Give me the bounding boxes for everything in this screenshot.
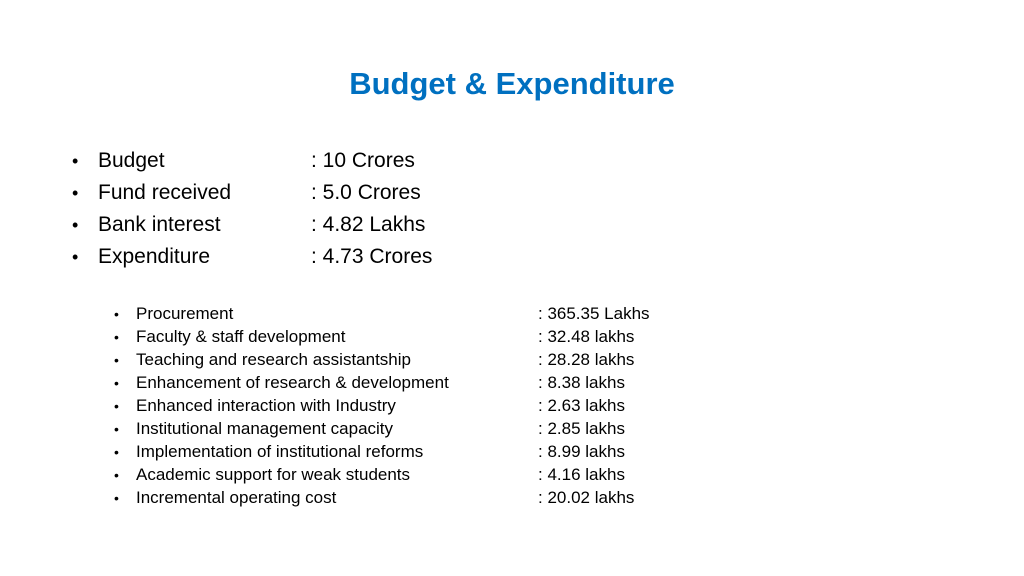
summary-value: : 10 Crores — [311, 149, 415, 172]
summary-label: Expenditure — [98, 245, 211, 268]
breakdown-label: Teaching and research assistantship — [136, 350, 411, 369]
breakdown-item: • Procurement : 365.35 Lakhs — [114, 302, 650, 325]
summary-list: • Budget : 10 Crores • Fund received : 5.0 C… — [72, 145, 432, 273]
breakdown-label: Implementation of institutional reforms — [136, 442, 424, 461]
breakdown-value: : 20.02 lakhs — [538, 488, 635, 507]
breakdown-item: • Enhancement of research & development : … — [114, 371, 650, 394]
breakdown-item: • Implementation of institutional reforms… — [114, 440, 650, 463]
breakdown-item: • Incremental operating cost : 20.02 lakhs — [114, 486, 650, 509]
bullet-icon: • — [114, 375, 119, 391]
summary-label: Fund received — [98, 181, 232, 204]
breakdown-label: Procurement — [136, 304, 234, 323]
breakdown-value: : 365.35 Lakhs — [538, 304, 650, 323]
breakdown-label: Enhancement of research & development — [136, 373, 449, 392]
bullet-icon: • — [114, 490, 119, 506]
breakdown-item: • Enhanced interaction with Industry : 2.6… — [114, 394, 650, 417]
breakdown-item: • Faculty & staff development : 32.48 lakh… — [114, 325, 650, 348]
summary-value: : 4.82 Lakhs — [311, 213, 426, 236]
expenditure-breakdown-list: • Procurement : 365.35 Lakhs • Faculty & st… — [114, 302, 650, 509]
bullet-icon: • — [114, 398, 119, 414]
breakdown-label: Incremental operating cost — [136, 488, 337, 507]
bullet-icon: • — [114, 467, 119, 483]
breakdown-label: Institutional management capacity — [136, 419, 394, 438]
bullet-icon: • — [114, 306, 119, 322]
bullet-icon: • — [114, 329, 119, 345]
breakdown-value: : 8.99 lakhs — [538, 442, 625, 461]
breakdown-value: : 2.85 lakhs — [538, 419, 625, 438]
bullet-icon: • — [72, 183, 79, 203]
summary-label: Budget — [98, 149, 165, 172]
bullet-icon: • — [114, 444, 119, 460]
bullet-icon: • — [72, 151, 79, 171]
summary-value: : 4.73 Crores — [311, 245, 433, 268]
breakdown-item: • Institutional management capacity : 2.85… — [114, 417, 650, 440]
breakdown-label: Academic support for weak students — [136, 465, 411, 484]
bullet-icon: • — [114, 421, 119, 437]
breakdown-item: • Teaching and research assistantship : 28… — [114, 348, 650, 371]
bullet-icon: • — [72, 215, 79, 235]
summary-item-bank-interest: • Bank interest : 4.82 Lakhs — [72, 209, 432, 241]
breakdown-value: : 2.63 lakhs — [538, 396, 625, 415]
breakdown-value: : 28.28 lakhs — [538, 350, 635, 369]
summary-item-budget: • Budget : 10 Crores — [72, 145, 432, 177]
breakdown-value: : 4.16 lakhs — [538, 465, 625, 484]
slide-title: Budget & Expenditure — [349, 66, 675, 101]
summary-label: Bank interest — [98, 213, 221, 236]
breakdown-label: Faculty & staff development — [136, 327, 346, 346]
summary-item-expenditure: • Expenditure : 4.73 Crores — [72, 241, 432, 273]
bullet-icon: • — [114, 352, 119, 368]
summary-value: : 5.0 Crores — [311, 181, 421, 204]
bullet-icon: • — [72, 247, 79, 267]
breakdown-item: • Academic support for weak students : 4.1… — [114, 463, 650, 486]
summary-item-fund-received: • Fund received : 5.0 Crores — [72, 177, 432, 209]
breakdown-label: Enhanced interaction with Industry — [136, 396, 396, 415]
breakdown-value: : 8.38 lakhs — [538, 373, 625, 392]
breakdown-value: : 32.48 lakhs — [538, 327, 635, 346]
